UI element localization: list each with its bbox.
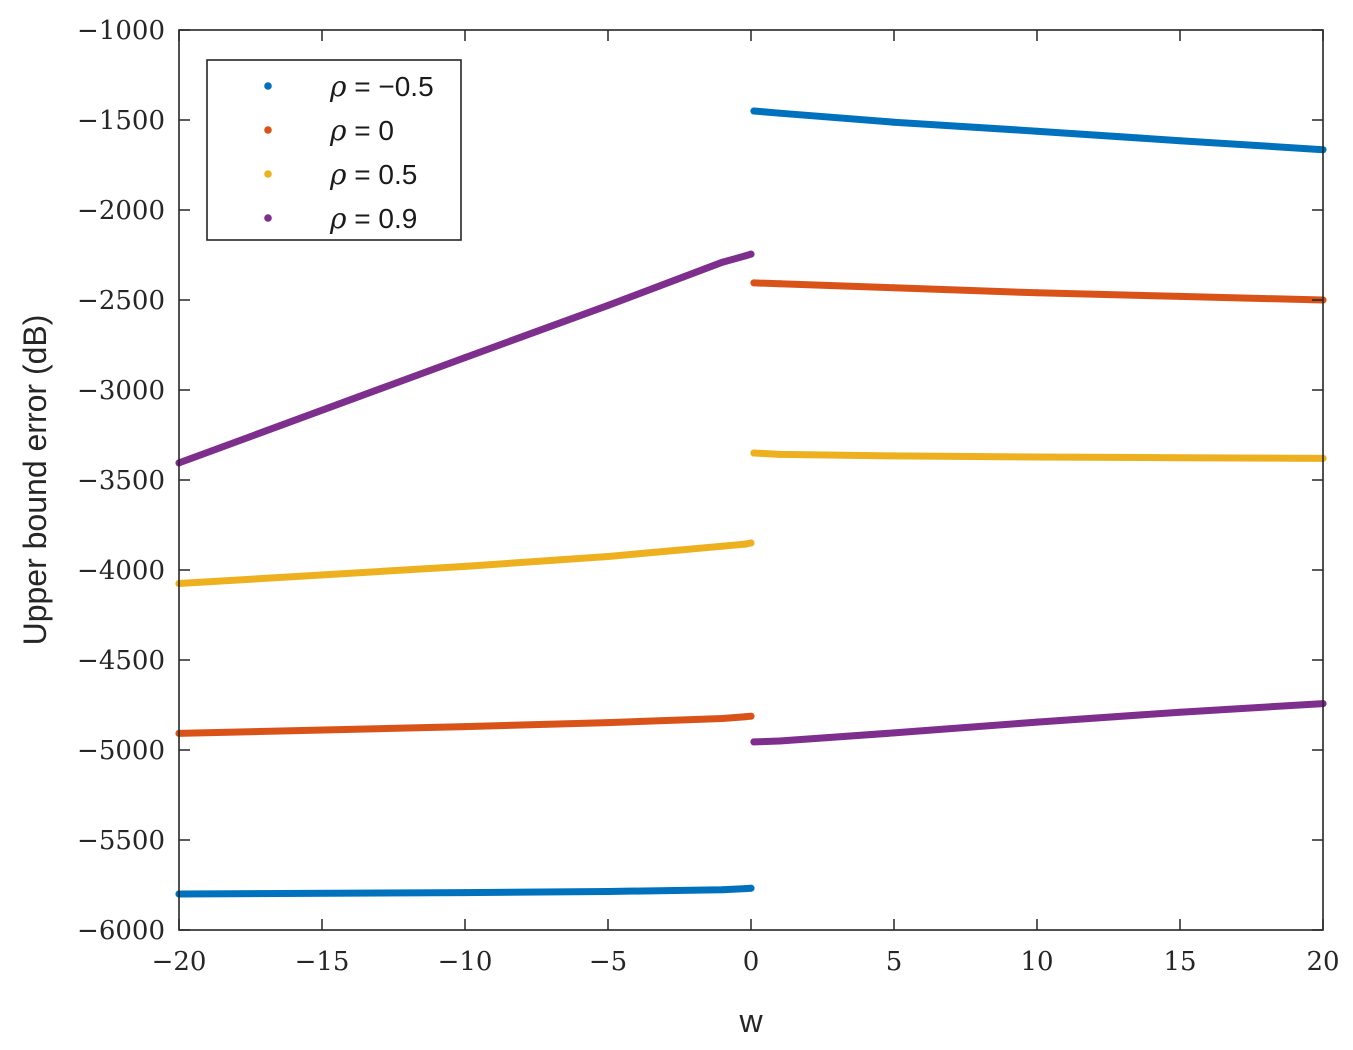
- series-1-point: [750, 279, 758, 287]
- x-tick-label: −5: [589, 947, 627, 977]
- series-2-point: [604, 553, 612, 560]
- series-2-point: [461, 562, 469, 570]
- series-0-point: [461, 889, 469, 897]
- series-3-point: [741, 252, 749, 260]
- y-tick-label: −1000: [77, 16, 165, 46]
- y-tick-label: −2000: [77, 196, 165, 226]
- series-2-point: [750, 449, 758, 457]
- series-0-point: [1176, 137, 1184, 145]
- series-2-point: [776, 450, 784, 458]
- series-2: [175, 449, 1327, 587]
- x-tick-label: 0: [743, 947, 760, 977]
- legend-box: [206, 59, 462, 241]
- series-1-point: [461, 723, 469, 731]
- legend-label-3: ρ = 0.9: [329, 202, 417, 235]
- series-3: [175, 250, 1327, 746]
- series-0-point: [890, 118, 898, 126]
- series-3-point: [890, 729, 898, 737]
- x-tick-label: −15: [295, 947, 350, 977]
- series-3-point: [747, 250, 755, 258]
- y-tick-label: −4000: [77, 556, 165, 586]
- series-1-point: [718, 715, 726, 722]
- y-tick-label: −3000: [77, 376, 165, 406]
- legend-label-1: ρ = 0: [329, 114, 394, 147]
- x-axis: −20 −15 −10 −5 0 5 10 15 20: [152, 30, 1340, 977]
- series-1-point: [741, 713, 749, 721]
- series-2-point: [718, 542, 726, 550]
- legend-label-0: ρ = −0.5: [329, 70, 434, 103]
- series-2-line-positive-w: [750, 449, 1327, 462]
- series-0-point: [718, 886, 726, 894]
- series-1-point: [747, 712, 755, 720]
- y-tick-label: −3500: [77, 466, 165, 496]
- y-tick-label: −5000: [77, 736, 165, 766]
- series-3-point: [604, 301, 612, 309]
- series-3-point: [461, 354, 469, 362]
- series-1-point: [1176, 292, 1184, 300]
- legend-marker-0: [264, 82, 272, 90]
- series-1-point: [1033, 289, 1041, 297]
- x-tick-label: 5: [886, 947, 903, 977]
- series-3-point: [750, 738, 758, 746]
- series-3-line-positive-w: [750, 700, 1327, 746]
- series-0: [175, 107, 1327, 898]
- series-0-point: [741, 885, 749, 893]
- series-2-point: [890, 452, 898, 460]
- series-2-point: [1033, 453, 1041, 461]
- legend: ρ = −0.5 ρ = 0 ρ = 0.5 ρ = 0.9: [206, 59, 462, 241]
- y-tick-label: −2500: [77, 286, 165, 316]
- x-tick-label: 15: [1163, 947, 1196, 977]
- x-tick-label: −10: [438, 947, 493, 977]
- series-0-point: [1033, 127, 1041, 135]
- series-0-point: [750, 107, 758, 115]
- legend-marker-1: [264, 126, 272, 134]
- series-1-point: [890, 284, 898, 292]
- x-tick-label: 20: [1306, 947, 1339, 977]
- y-tick-label: −4500: [77, 646, 165, 676]
- series-layer: [175, 107, 1327, 898]
- legend-label-2: ρ = 0.5: [329, 158, 417, 191]
- series-1: [175, 279, 1327, 737]
- y-axis: −1000 −1500 −2000 −2500 −3000 −3500 −4000 −4500…: [77, 16, 1323, 946]
- series-0-point: [604, 888, 612, 895]
- series-2-point: [1176, 454, 1184, 462]
- series-0-point: [747, 884, 755, 892]
- series-3-point: [718, 258, 726, 266]
- series-0-line-positive-w: [750, 107, 1327, 154]
- series-2-point: [747, 539, 755, 547]
- series-1-point: [776, 280, 784, 288]
- legend-marker-3: [264, 214, 272, 222]
- series-1-point: [604, 719, 612, 727]
- legend-marker-2: [264, 170, 272, 178]
- y-axis-label: Upper bound error (dB): [17, 315, 53, 646]
- series-0-point: [776, 109, 784, 117]
- x-axis-label: w: [738, 1003, 763, 1039]
- series-3-point: [776, 737, 784, 745]
- x-tick-label: −20: [152, 947, 207, 977]
- series-2-point: [741, 540, 749, 548]
- series-3-point: [1033, 718, 1041, 726]
- y-tick-label: −1500: [77, 106, 165, 136]
- y-tick-label: −6000: [77, 916, 165, 946]
- series-3-point: [1176, 708, 1184, 716]
- y-tick-label: −5500: [77, 826, 165, 856]
- x-tick-label: 10: [1020, 947, 1053, 977]
- series-1-line-positive-w: [750, 279, 1327, 304]
